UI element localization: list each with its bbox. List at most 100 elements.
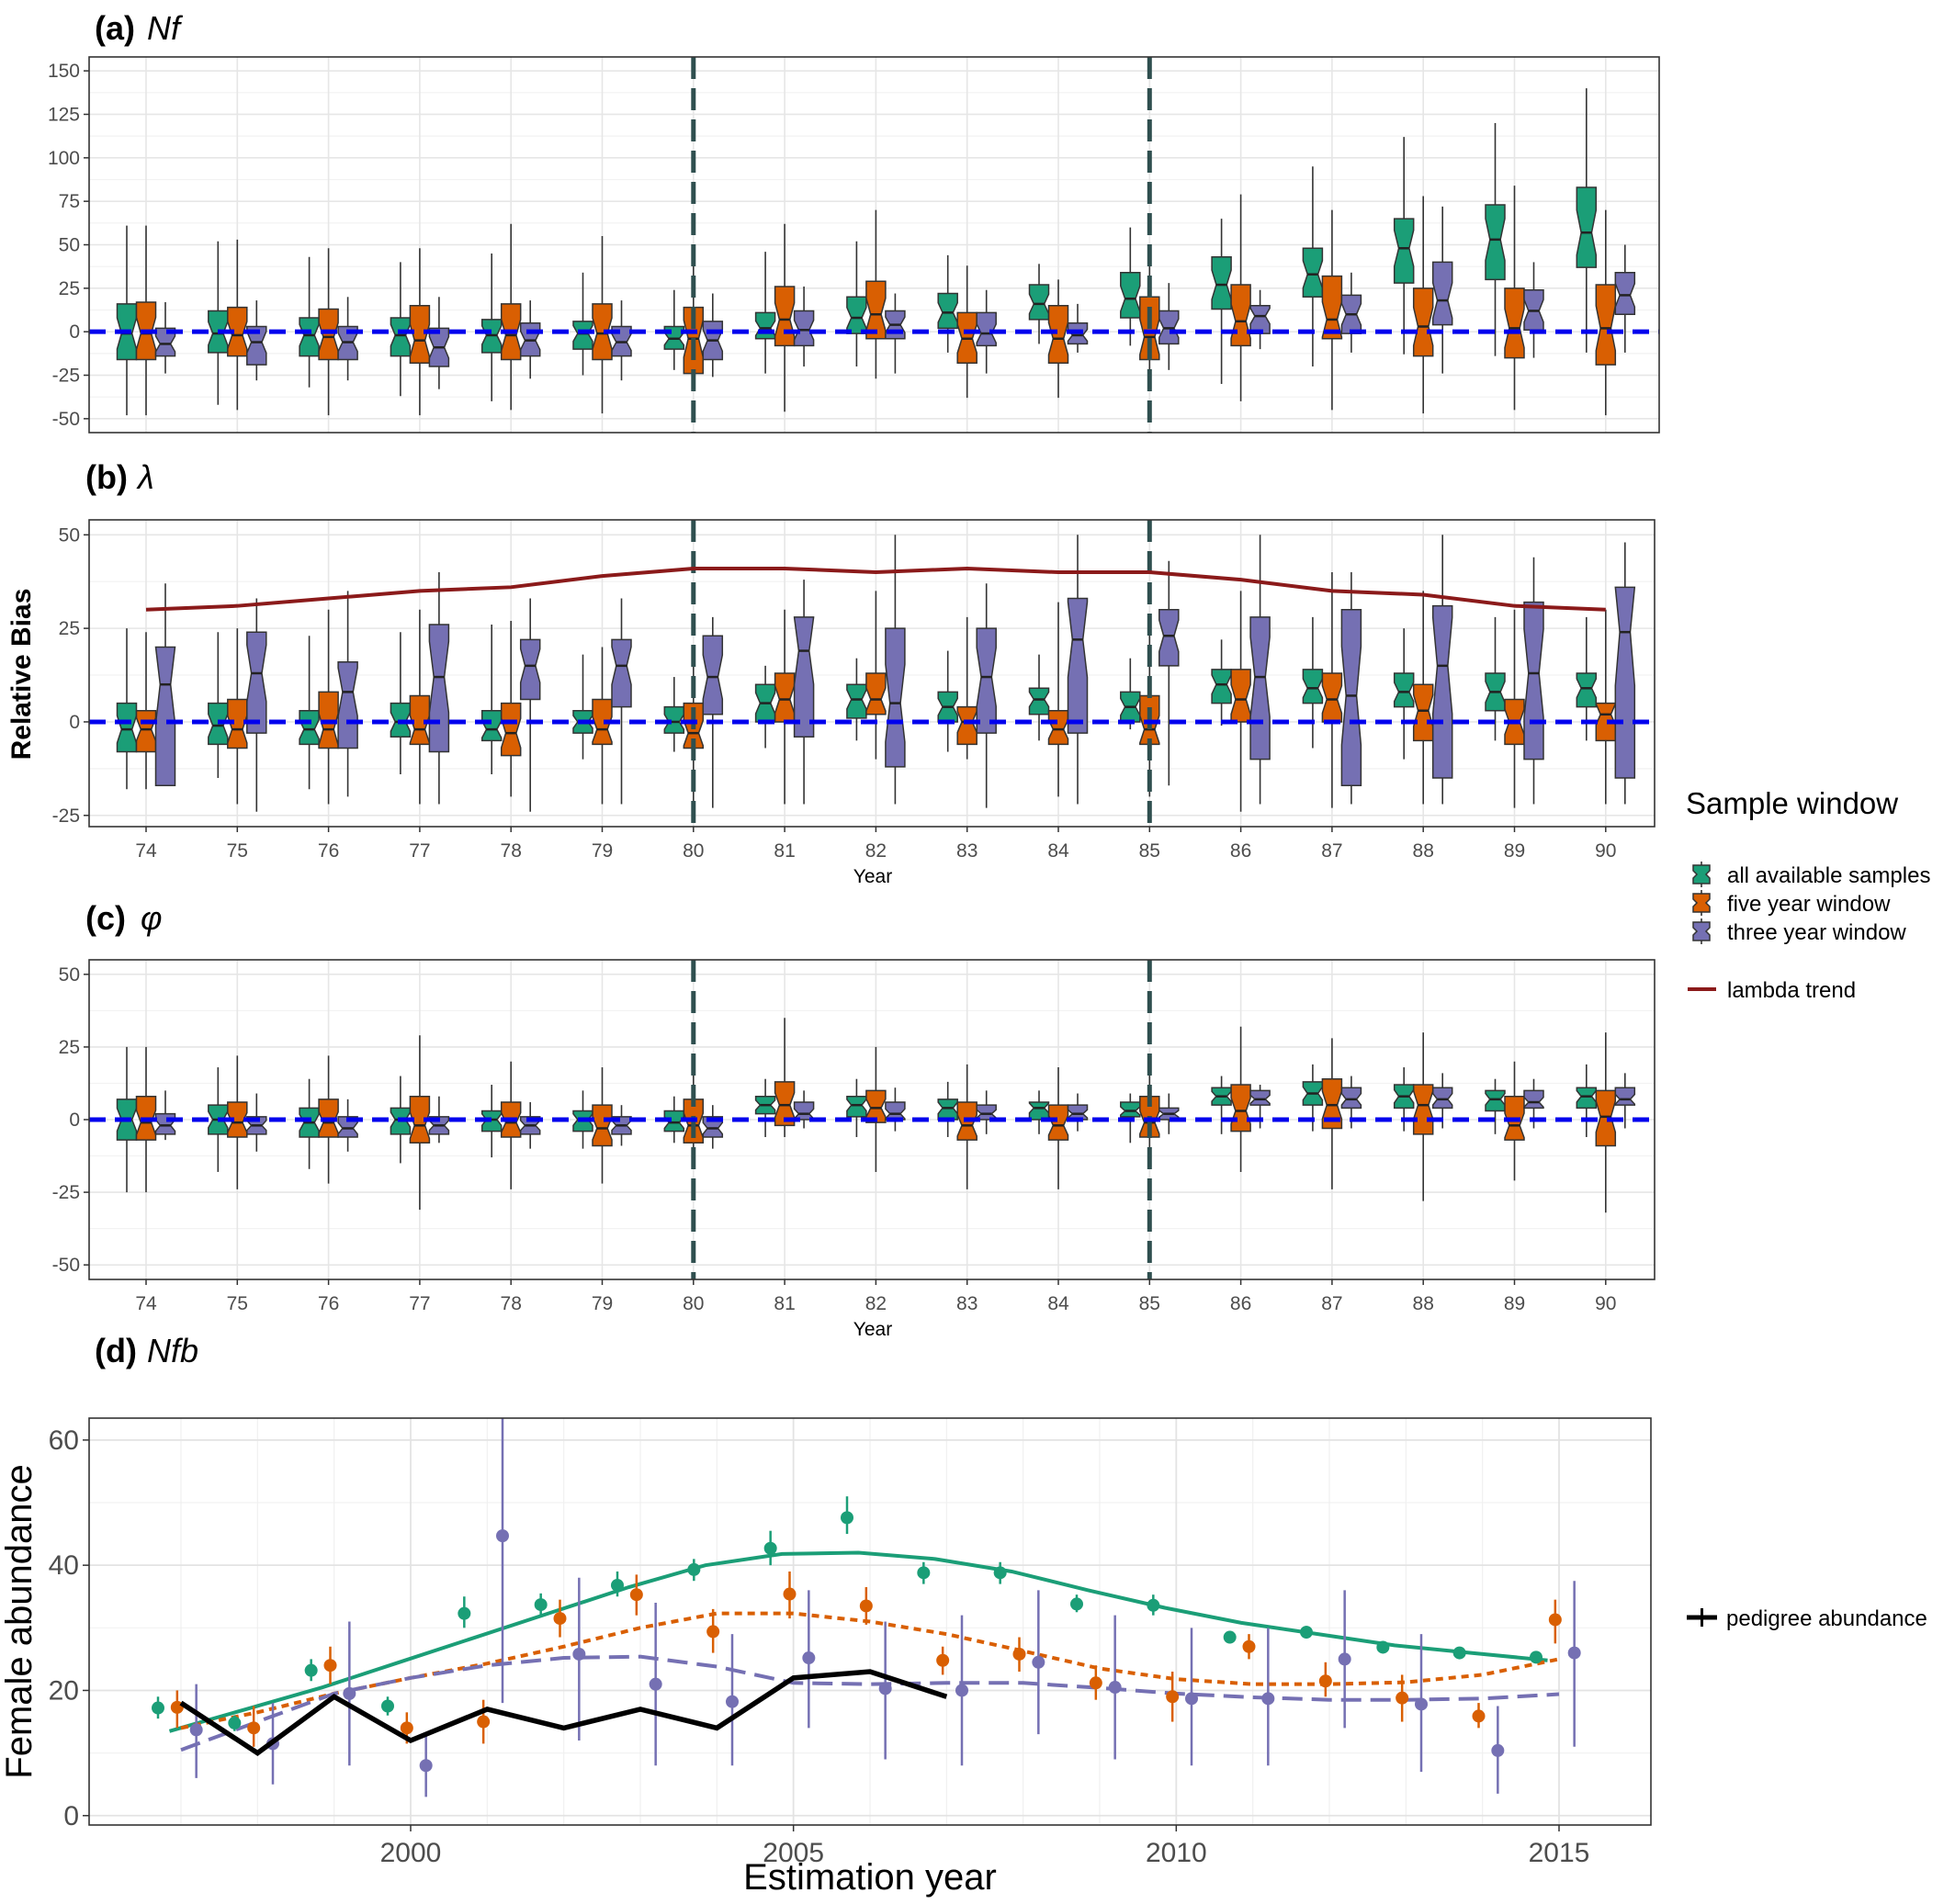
point-all — [687, 1562, 701, 1576]
point-all — [763, 1541, 777, 1555]
box-all — [937, 292, 958, 330]
box-three — [976, 627, 997, 734]
point-all — [1530, 1651, 1543, 1664]
box-all — [1485, 1089, 1506, 1112]
y-tick-label: 25 — [59, 1037, 80, 1058]
x-axis-label: Estimation year — [743, 1857, 997, 1898]
panel-d-title-label: (d) — [95, 1332, 137, 1369]
y-tick-label: 0 — [69, 321, 80, 343]
box-three — [793, 310, 815, 347]
y-axis-label: Female abundance — [0, 1464, 40, 1778]
y-tick-label: -25 — [52, 1182, 80, 1203]
legend: Sample window all available samples five… — [1686, 786, 1930, 1631]
x-tick-label: 85 — [1139, 840, 1160, 862]
point-five — [706, 1625, 720, 1639]
x-tick-label: 86 — [1230, 840, 1251, 862]
box-three — [976, 311, 997, 347]
x-tick-label: 87 — [1321, 840, 1342, 862]
box-all — [1576, 1087, 1598, 1110]
x-tick-label: 77 — [409, 840, 430, 862]
y-tick-label: 125 — [48, 104, 80, 125]
box-all — [1576, 672, 1598, 708]
y-tick-label: -50 — [52, 1255, 80, 1276]
box-three — [154, 1112, 176, 1135]
y-tick-label: 0 — [63, 1801, 79, 1831]
box-five — [1230, 284, 1251, 347]
x-tick-label: 2015 — [1529, 1838, 1590, 1868]
box-three — [1067, 597, 1089, 734]
box-three — [428, 624, 450, 753]
x-tick-label: 78 — [501, 840, 522, 862]
box-five — [592, 1104, 613, 1147]
box-three — [611, 638, 632, 708]
box-five — [1047, 1104, 1069, 1141]
legend-item-all: all available samples — [1727, 863, 1930, 888]
point-all — [228, 1716, 242, 1729]
box-all — [299, 709, 320, 746]
point-all — [841, 1511, 853, 1525]
box-five — [1230, 1084, 1251, 1132]
point-five — [477, 1715, 491, 1729]
point-three — [572, 1647, 586, 1661]
x-tick-label: 84 — [1047, 1293, 1069, 1314]
y-tick-label: 100 — [48, 148, 80, 169]
box-all — [1576, 186, 1598, 268]
box-three — [1614, 1087, 1636, 1106]
box-five — [774, 286, 796, 347]
point-three — [955, 1684, 968, 1697]
point-five — [936, 1653, 950, 1667]
box-five — [1595, 1089, 1617, 1147]
point-three — [1032, 1655, 1045, 1669]
x-tick-label: 80 — [683, 840, 704, 862]
x-tick-label: 79 — [592, 1293, 613, 1314]
box-all — [1028, 1101, 1050, 1121]
point-five — [1318, 1674, 1332, 1688]
y-tick-label: 50 — [59, 235, 80, 256]
x-tick-label: 75 — [227, 1293, 248, 1314]
box-all — [937, 1098, 958, 1121]
point-all — [993, 1566, 1007, 1580]
legend-item-lambda: lambda trend — [1727, 978, 1856, 1003]
x-tick-label: 84 — [1047, 840, 1069, 862]
box-three — [1340, 609, 1362, 786]
y-tick-label: 50 — [59, 964, 80, 986]
y-tick-label: 40 — [49, 1550, 79, 1581]
box-all — [1211, 256, 1232, 310]
box-five — [1047, 709, 1069, 746]
box-five — [1412, 1084, 1434, 1135]
box-three — [1249, 1089, 1271, 1106]
point-five — [1472, 1709, 1486, 1723]
box-three — [793, 1101, 815, 1121]
x-tick-label: 80 — [683, 1293, 704, 1314]
box-all — [846, 296, 867, 334]
panel-a-chart: -50 -25 0 25 50 75 100 125 150 — [48, 56, 1660, 434]
point-five — [553, 1612, 567, 1626]
box-five — [1047, 305, 1069, 365]
legend-keys — [1692, 862, 1711, 944]
point-five — [1396, 1691, 1409, 1705]
point-all — [304, 1663, 318, 1677]
y-tick-label: 50 — [59, 524, 80, 546]
box-three — [1614, 586, 1636, 779]
box-all — [846, 1095, 867, 1118]
box-three — [337, 661, 358, 749]
x-tick-label: 76 — [318, 1293, 339, 1314]
x-tick-label: 77 — [409, 1293, 430, 1314]
x-tick-label: 74 — [135, 1293, 157, 1314]
box-all — [1120, 272, 1141, 319]
point-three — [726, 1695, 739, 1708]
box-three — [702, 635, 724, 715]
box-all — [1393, 218, 1415, 284]
x-tick-label: 89 — [1504, 1293, 1525, 1314]
point-all — [534, 1598, 548, 1612]
box-five — [592, 303, 613, 361]
box-five — [956, 705, 978, 746]
point-three — [419, 1759, 433, 1773]
box-five — [865, 672, 887, 715]
x-tick-label: 87 — [1321, 1293, 1342, 1314]
x-tick-label: 85 — [1139, 1293, 1160, 1314]
pedigree-abundance-line — [179, 1669, 948, 1756]
legend-key-three — [1692, 921, 1711, 941]
box-three — [1523, 1089, 1544, 1110]
box-five — [865, 1089, 887, 1123]
